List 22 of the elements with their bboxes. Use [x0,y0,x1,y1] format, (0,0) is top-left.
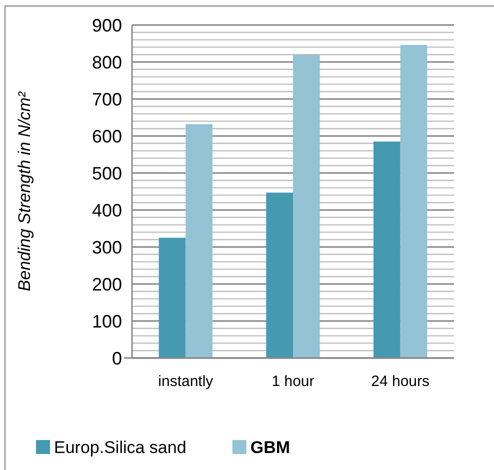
y-tick-label: 100 [92,311,122,332]
y-tick-label: 200 [92,274,122,294]
y-axis-title: Bending Strength in N/cm² [14,90,34,292]
y-tick-label: 500 [92,163,122,184]
y-tick-label: 300 [92,237,122,258]
bar [293,54,320,358]
y-tick-label: 600 [92,126,122,146]
bar [374,142,400,358]
y-tick-label: 800 [92,52,122,72]
y-tick-label: 700 [92,89,122,110]
bar [186,124,212,358]
y-tick-label: 0 [112,348,122,368]
x-tick-label: 1 hour [272,373,314,390]
x-tick-label: 24 hours [371,373,430,390]
legend-label: GBM [250,438,290,457]
y-tick-label: 900 [92,15,122,36]
y-tick-label: 400 [92,200,122,220]
legend-label: Europ.Silica sand [54,438,186,457]
bar [400,44,428,358]
bar [158,238,186,358]
bar [266,192,293,358]
x-tick-label: instantly [158,373,214,390]
